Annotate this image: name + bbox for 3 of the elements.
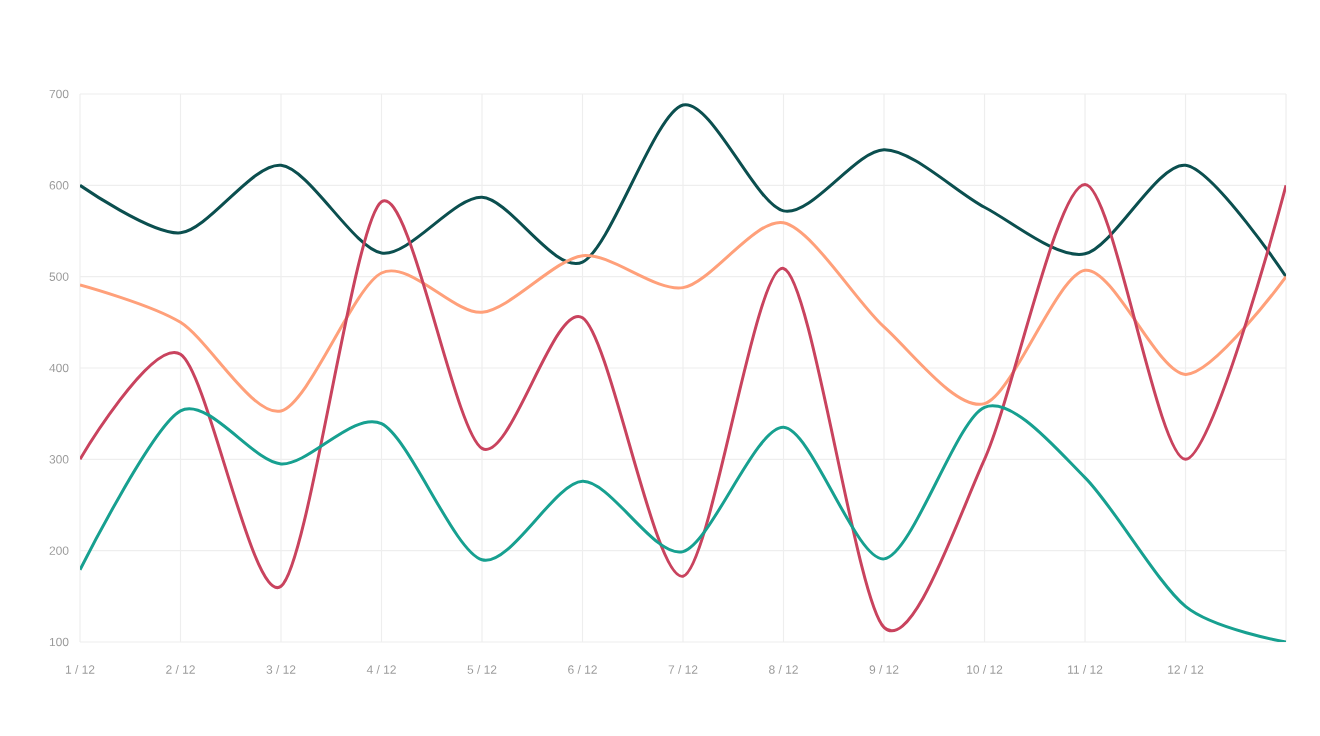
line-series [80,103,1287,279]
line-series [80,221,1287,413]
line-series [80,404,1287,642]
